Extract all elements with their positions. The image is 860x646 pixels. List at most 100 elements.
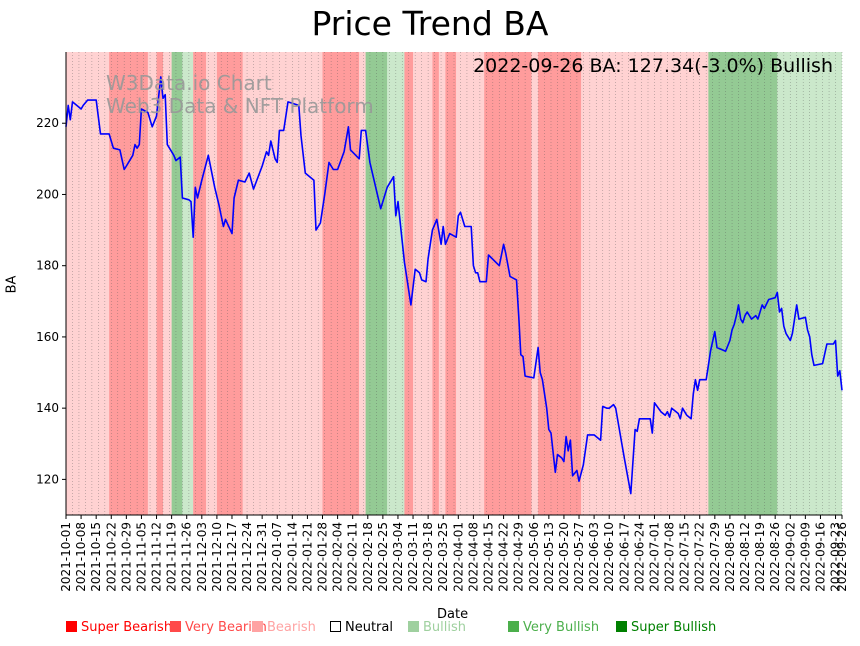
band-bearish [66, 52, 110, 515]
x-axis-ticks: 2021-10-01 2021-10-08 2021-10-15 2021-10-22… [59, 515, 849, 592]
x-tick-label: 2022-04-15 [481, 522, 495, 592]
x-tick-label: 2022-02-04 [331, 522, 345, 592]
band-very-bearish [538, 52, 582, 515]
legend-item-very-bearish: Very Bearish [170, 620, 267, 635]
x-tick-label: 2022-08-05 [723, 522, 737, 592]
band-very-bearish [432, 52, 439, 515]
legend-label: Super Bullish [631, 620, 717, 635]
band-very-bearish [216, 52, 243, 515]
y-tick-label: 120 [36, 472, 59, 486]
x-tick-label: 2021-10-15 [89, 522, 103, 592]
legend-label: Very Bearish [185, 620, 267, 635]
x-tick-label: 2022-01-07 [270, 522, 284, 592]
x-tick-label: 2022-08-12 [738, 522, 752, 592]
x-tick-label: 2022-05-27 [572, 522, 586, 592]
legend-swatch [330, 621, 341, 632]
x-tick-label: 2021-11-26 [180, 522, 194, 592]
watermark-line-1: W3Data.io Chart [106, 71, 272, 95]
x-tick-label: 2022-09-02 [783, 522, 797, 592]
x-axis-label: Date [437, 607, 469, 622]
x-tick-label: 2022-03-04 [391, 522, 405, 592]
x-tick-label: 2021-12-10 [210, 522, 224, 592]
legend-label: Super Bearish [81, 620, 173, 635]
x-tick-label: 2021-10-22 [104, 522, 118, 592]
band-very-bearish [109, 52, 148, 515]
band-bearish [163, 52, 172, 515]
x-tick-label: 2022-01-21 [300, 522, 314, 592]
legend-label: Neutral [345, 620, 393, 635]
band-very-bearish [445, 52, 457, 515]
y-tick-label: 220 [36, 116, 59, 130]
legend-item-neutral: Neutral [330, 620, 393, 635]
axes [65, 52, 842, 516]
x-tick-label: 2022-06-10 [602, 522, 616, 592]
legend-item-bullish: Bullish [408, 620, 466, 635]
legend-swatch [66, 621, 77, 632]
legend-item-super-bullish: Super Bullish [616, 620, 716, 635]
x-tick-label: 2022-03-25 [436, 522, 450, 592]
y-tick-label: 200 [36, 187, 59, 201]
x-tick-label: 2022-05-20 [557, 522, 571, 592]
band-very-bearish [156, 52, 163, 515]
legend-label: Bullish [423, 620, 467, 635]
x-tick-label: 2022-04-08 [466, 522, 480, 592]
y-tick-label: 180 [36, 259, 59, 273]
band-bearish [206, 52, 217, 515]
sentiment-bands [66, 52, 842, 515]
x-tick-label: 2021-11-19 [165, 522, 179, 592]
x-tick-label: 2022-06-03 [587, 522, 601, 592]
y-axis-label: BA [4, 275, 20, 294]
x-tick-label: 2022-08-26 [768, 522, 782, 592]
x-tick-label: 2021-12-03 [195, 522, 209, 592]
legend-item-super-bearish: Super Bearish [66, 620, 172, 635]
x-tick-label: 2022-01-28 [316, 522, 330, 592]
band-bearish [147, 52, 157, 515]
x-tick-label: 2021-10-08 [74, 522, 88, 592]
x-tick-label: 2022-04-01 [451, 522, 465, 592]
band-bearish [242, 52, 323, 515]
x-tick-label: 2022-09-16 [813, 522, 827, 592]
legend-swatch [508, 621, 519, 632]
legend-label: Very Bullish [523, 620, 600, 635]
legend-label: Bearish [267, 620, 316, 635]
legend-item-very-bullish: Very Bullish [508, 620, 599, 635]
price-line [65, 76, 843, 495]
x-tick-label: 2021-12-24 [240, 522, 254, 592]
band-very-bearish [484, 52, 532, 515]
x-tick-label: 2022-07-08 [663, 522, 677, 592]
x-tick-label: 2022-06-24 [632, 522, 646, 592]
legend: Super Bearish Very Bearish Bearish Neutr… [66, 620, 846, 638]
band-bearish [456, 52, 485, 515]
legend-swatch [170, 621, 181, 632]
band-very-bearish [193, 52, 207, 515]
band-bearish [359, 52, 366, 515]
x-tick-label: 2021-10-01 [59, 522, 73, 592]
legend-swatch [616, 621, 627, 632]
legend-swatch [252, 621, 263, 632]
y-tick-label: 160 [36, 330, 59, 344]
x-tick-label: 2022-07-01 [647, 522, 661, 592]
x-tick-label: 2022-04-29 [512, 522, 526, 592]
band-bearish [413, 52, 433, 515]
x-tick-label: 2022-02-25 [376, 522, 390, 592]
y-tick-label: 140 [36, 401, 59, 415]
x-tick-label: 2022-03-11 [406, 522, 420, 592]
x-tick-label: 2021-11-05 [134, 522, 148, 592]
watermark: W3Data.io Chart Web3 Data & NFT Platform [106, 72, 374, 118]
legend-swatch [408, 621, 419, 632]
x-tick-label: 2022-06-17 [617, 522, 631, 592]
x-tick-label: 2021-12-17 [225, 522, 239, 592]
band-very-bullish [708, 52, 778, 515]
x-tick-label: 2022-05-06 [527, 522, 541, 592]
x-gridlines [65, 52, 843, 515]
band-very-bullish [171, 52, 183, 515]
x-tick-label: 2022-02-11 [346, 522, 360, 592]
watermark-line-2: Web3 Data & NFT Platform [106, 94, 374, 118]
x-tick-label: 2022-05-13 [542, 522, 556, 592]
chart-title: Price Trend BA [311, 4, 549, 43]
band-bullish [182, 52, 194, 515]
band-very-bearish [322, 52, 360, 515]
x-tick-label: 2022-08-19 [753, 522, 767, 592]
price-line-layer [65, 76, 843, 495]
